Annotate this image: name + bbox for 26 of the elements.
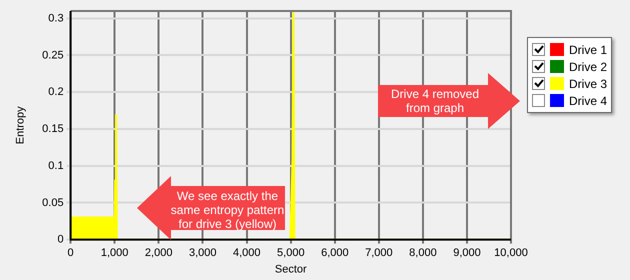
y-tick-label: 0 (57, 234, 64, 246)
x-tick-label: 2,000 (144, 247, 172, 260)
x-tick-label: 5,000 (277, 247, 305, 260)
y-axis-title: Entropy (14, 106, 27, 144)
x-tick-label: 7,000 (365, 247, 393, 260)
legend-label: Drive 3 (569, 76, 608, 90)
x-tick-label: 1,000 (100, 247, 128, 260)
x-tick-label: 3,000 (188, 247, 216, 260)
y-tick-label: 0.05 (42, 196, 64, 209)
x-tick-label: 10,000 (494, 247, 528, 260)
legend-label: Drive 1 (569, 42, 608, 56)
legend-label: Drive 2 (569, 60, 608, 74)
annotation: We see exactly the same entropy pattern for drive 3 (yellow) (170, 189, 285, 231)
x-tick-label: 9,000 (453, 247, 481, 260)
x-tick-label: 4,000 (233, 247, 261, 260)
x-axis-title: Sector (274, 263, 308, 276)
y-tick-label: 0.15 (42, 123, 64, 136)
y-tick-label: 0.1 (48, 160, 64, 172)
legend-label: Drive 4 (569, 94, 608, 108)
x-tick-label: 8,000 (409, 247, 437, 260)
y-tick-label: 0.3 (48, 12, 64, 24)
annotation: Drive 4 removed from graph (390, 87, 480, 115)
x-tick-label: 0 (68, 247, 74, 260)
y-tick-label: 0.25 (42, 49, 64, 62)
x-tick-label: 6,000 (321, 247, 349, 260)
y-tick-label: 0.2 (48, 86, 64, 98)
